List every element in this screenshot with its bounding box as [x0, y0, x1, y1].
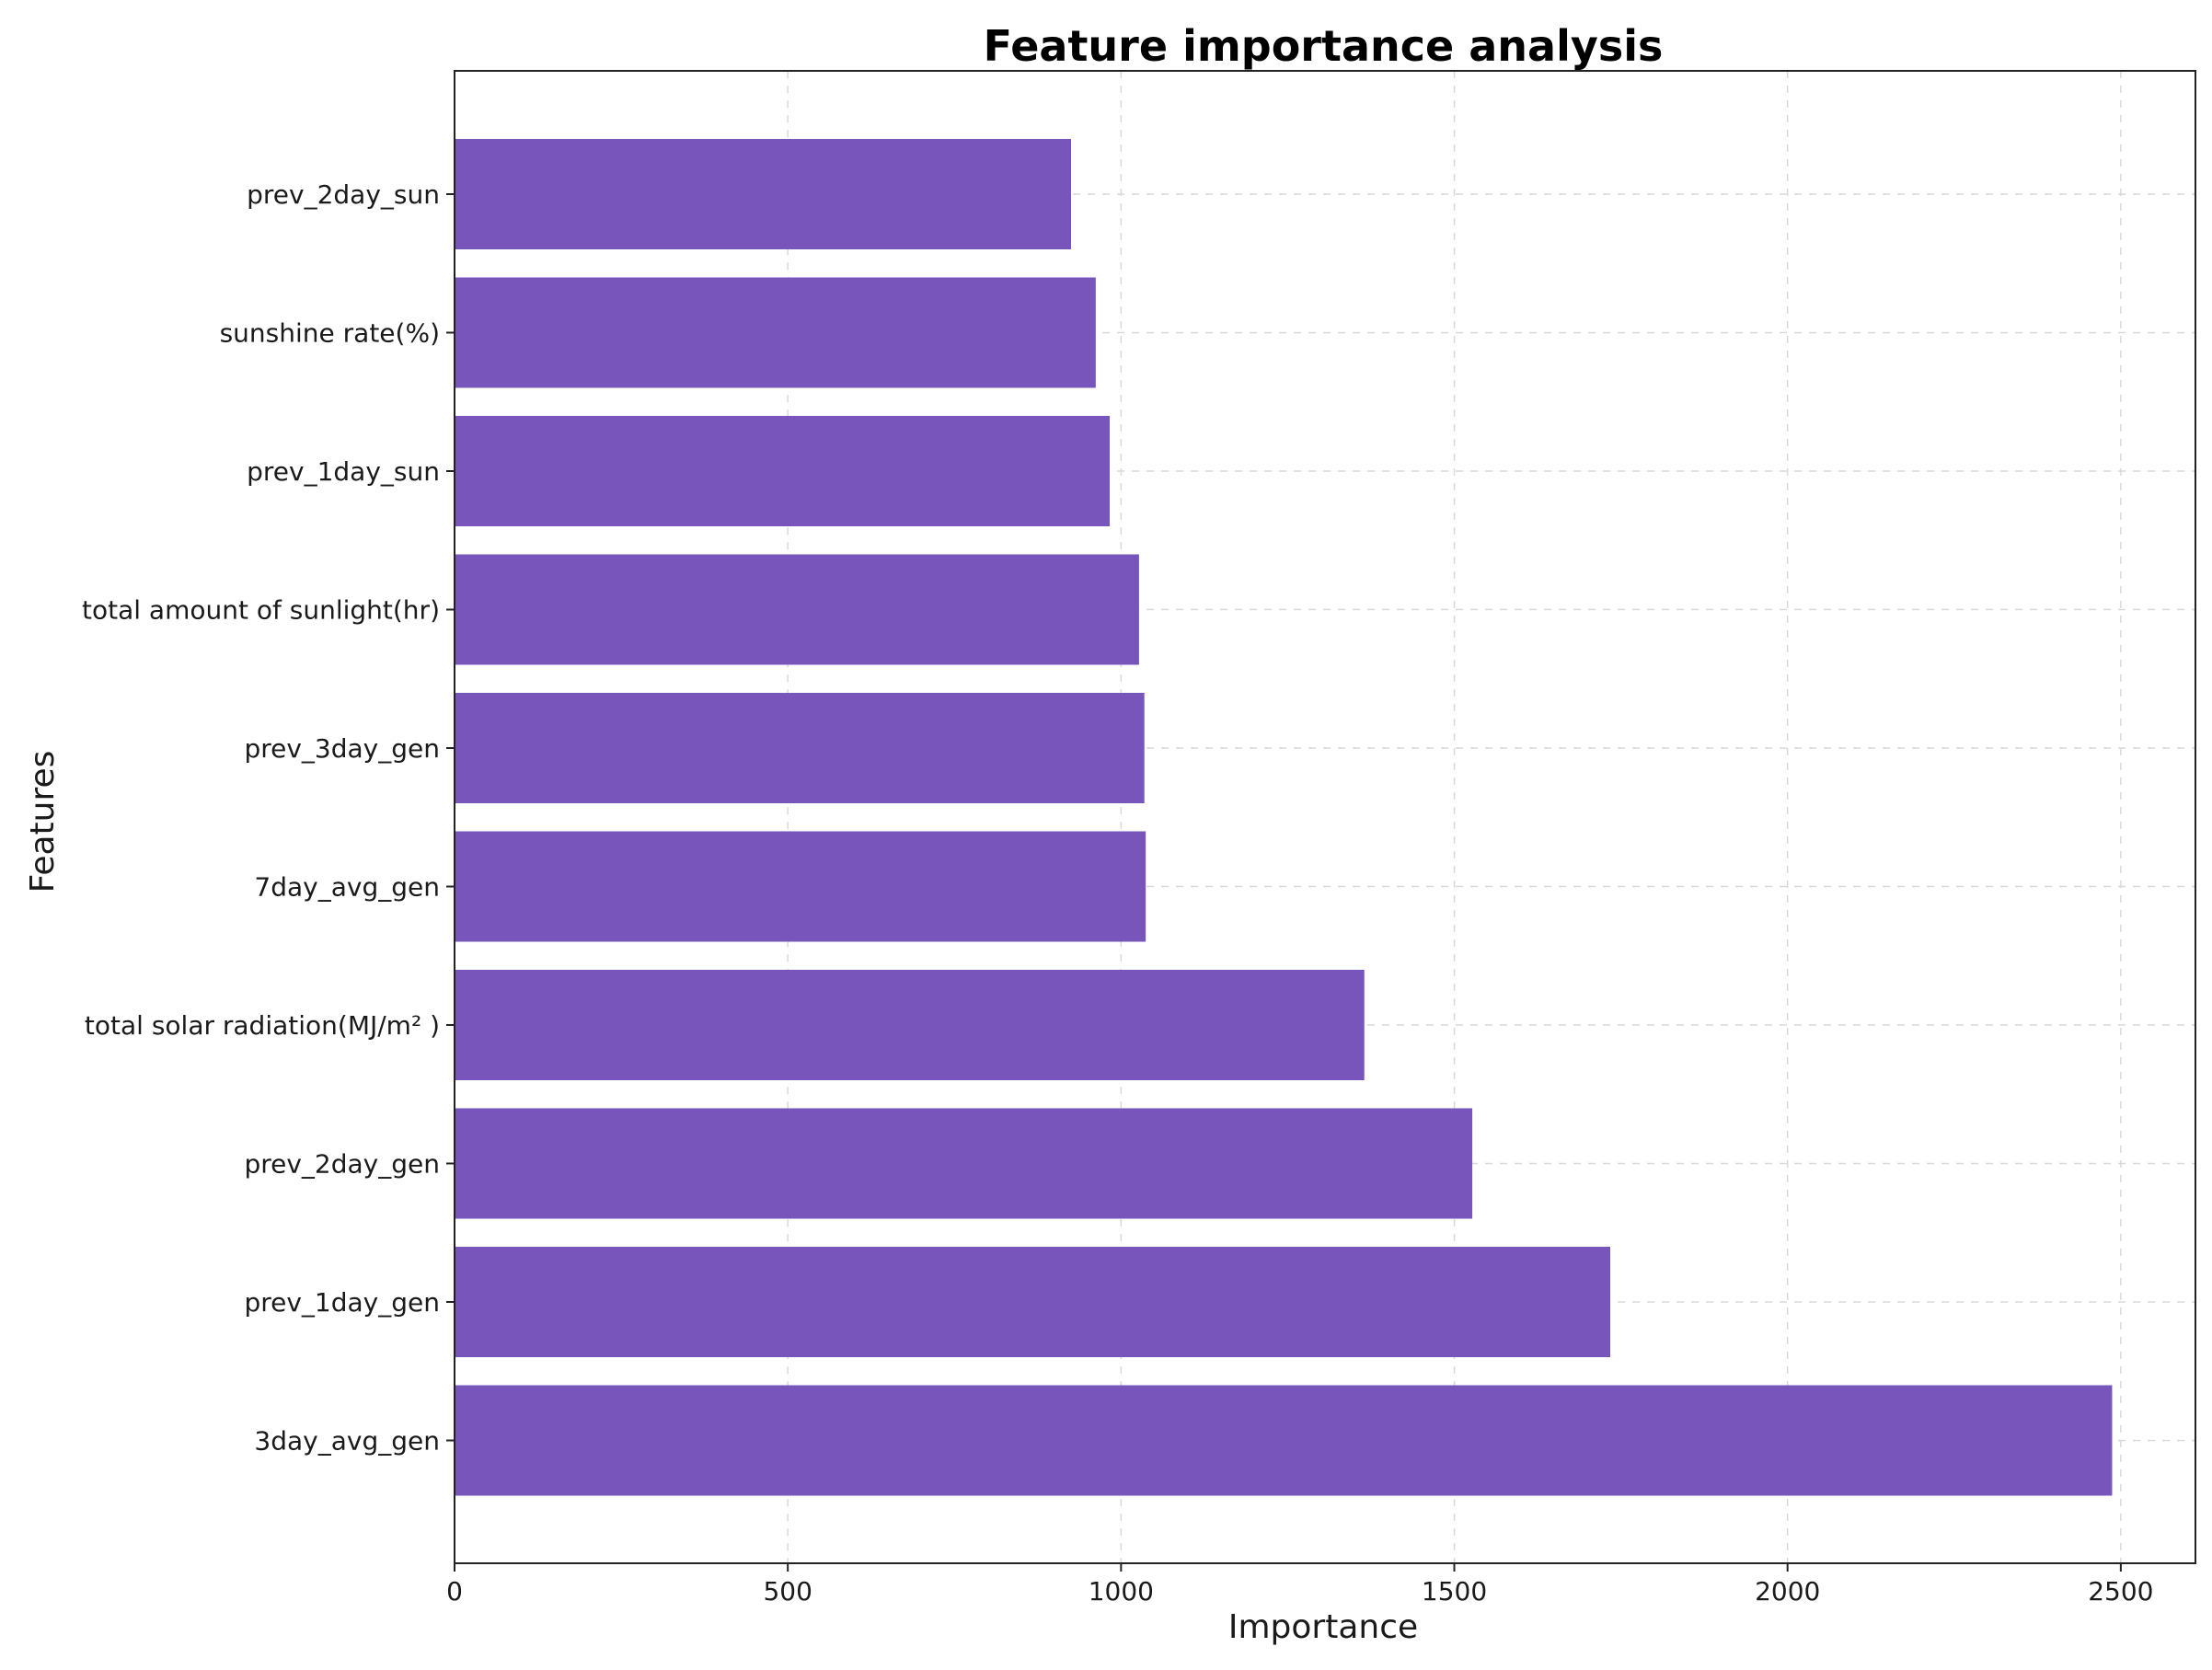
bar-2 [455, 416, 1111, 526]
bar-7 [455, 1108, 1473, 1219]
axis-ticks: 0 500 1000 1500 2000 2500 prev_2day_sunsunshin… [82, 179, 2154, 1607]
bar-8 [455, 1247, 1611, 1357]
chart-title: Feature importance analysis [984, 21, 1664, 71]
y-tick-label-1: sunshine rate(%) [220, 318, 440, 349]
bar-6 [455, 970, 1365, 1080]
y-tick-label-4: prev_3day_gen [244, 733, 440, 764]
y-tick-label-2: prev_1day_sun [247, 456, 440, 487]
bar-1 [455, 277, 1096, 388]
x-tick-label-4: 2000 [1755, 1576, 1820, 1607]
y-tick-label-7: prev_2day_gen [244, 1149, 440, 1180]
y-tick-label-3: total amount of sunlight(hr) [82, 595, 440, 626]
bar-3 [455, 554, 1139, 665]
y-tick-label-0: prev_2day_sun [247, 179, 440, 210]
x-tick-label-0: 0 [446, 1576, 463, 1607]
bar-4 [455, 693, 1145, 803]
y-tick-label-6: total solar radiation(MJ/m² ) [85, 1010, 440, 1041]
plot-frame [454, 70, 2196, 1564]
y-axis-label: Features [24, 751, 62, 893]
y-tick-label-5: 7day_avg_gen [254, 872, 440, 903]
x-tick-label-1: 500 [763, 1576, 812, 1607]
y-tick-label-9: 3day_avg_gen [254, 1426, 440, 1457]
x-tick-label-5: 2500 [2088, 1576, 2153, 1607]
x-tick-label-3: 1500 [1422, 1576, 1487, 1607]
bar-0 [455, 139, 1072, 249]
y-tick-label-8: prev_1day_gen [244, 1287, 440, 1318]
bar-9 [455, 1385, 2113, 1496]
x-axis-label: Importance [1228, 1608, 1418, 1646]
bars [455, 139, 2113, 1496]
x-tick-label-2: 1000 [1089, 1576, 1154, 1607]
bar-5 [455, 831, 1146, 942]
